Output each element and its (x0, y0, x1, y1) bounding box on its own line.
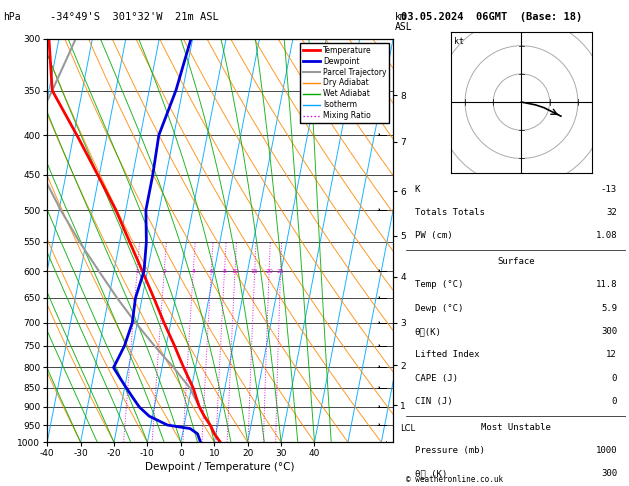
Text: 11.8: 11.8 (596, 280, 617, 289)
Text: Most Unstable: Most Unstable (481, 423, 551, 432)
Text: 15: 15 (251, 269, 259, 274)
Text: 10: 10 (231, 269, 239, 274)
Text: 1000: 1000 (596, 446, 617, 455)
Text: Totals Totals: Totals Totals (415, 208, 484, 217)
Text: 4: 4 (191, 269, 195, 274)
Text: θᴇ (K): θᴇ (K) (415, 469, 447, 478)
Text: ASL: ASL (395, 22, 413, 32)
Text: -13: -13 (601, 185, 617, 193)
X-axis label: Dewpoint / Temperature (°C): Dewpoint / Temperature (°C) (145, 462, 295, 472)
Text: hPa: hPa (3, 12, 21, 22)
Text: θᴇ(K): θᴇ(K) (415, 327, 442, 336)
Text: 32: 32 (606, 208, 617, 217)
Text: 1.08: 1.08 (596, 231, 617, 240)
Text: Lifted Index: Lifted Index (415, 350, 479, 359)
Text: Pressure (mb): Pressure (mb) (415, 446, 484, 455)
Text: 300: 300 (601, 327, 617, 336)
Text: Surface: Surface (497, 257, 535, 266)
Text: 6: 6 (209, 269, 213, 274)
Text: PW (cm): PW (cm) (415, 231, 452, 240)
Text: kt: kt (454, 37, 464, 46)
Text: Dewp (°C): Dewp (°C) (415, 304, 463, 312)
Text: Temp (°C): Temp (°C) (415, 280, 463, 289)
Text: LCL: LCL (400, 424, 415, 433)
Text: 2: 2 (162, 269, 166, 274)
Text: 0: 0 (611, 374, 617, 382)
Text: 300: 300 (601, 469, 617, 478)
Text: 8: 8 (223, 269, 226, 274)
Text: km: km (395, 12, 407, 22)
Text: CAPE (J): CAPE (J) (415, 374, 457, 382)
Legend: Temperature, Dewpoint, Parcel Trajectory, Dry Adiabat, Wet Adiabat, Isotherm, Mi: Temperature, Dewpoint, Parcel Trajectory… (300, 43, 389, 123)
Text: K: K (415, 185, 420, 193)
Text: 03.05.2024  06GMT  (Base: 18): 03.05.2024 06GMT (Base: 18) (401, 12, 582, 22)
Text: 0: 0 (611, 397, 617, 406)
Text: CIN (J): CIN (J) (415, 397, 452, 406)
Text: 5.9: 5.9 (601, 304, 617, 312)
Text: -34°49'S  301°32'W  21m ASL: -34°49'S 301°32'W 21m ASL (50, 12, 219, 22)
Text: © weatheronline.co.uk: © weatheronline.co.uk (406, 474, 503, 484)
Text: 25: 25 (277, 269, 284, 274)
Text: 1: 1 (135, 269, 139, 274)
Text: 12: 12 (606, 350, 617, 359)
Text: 20: 20 (265, 269, 273, 274)
